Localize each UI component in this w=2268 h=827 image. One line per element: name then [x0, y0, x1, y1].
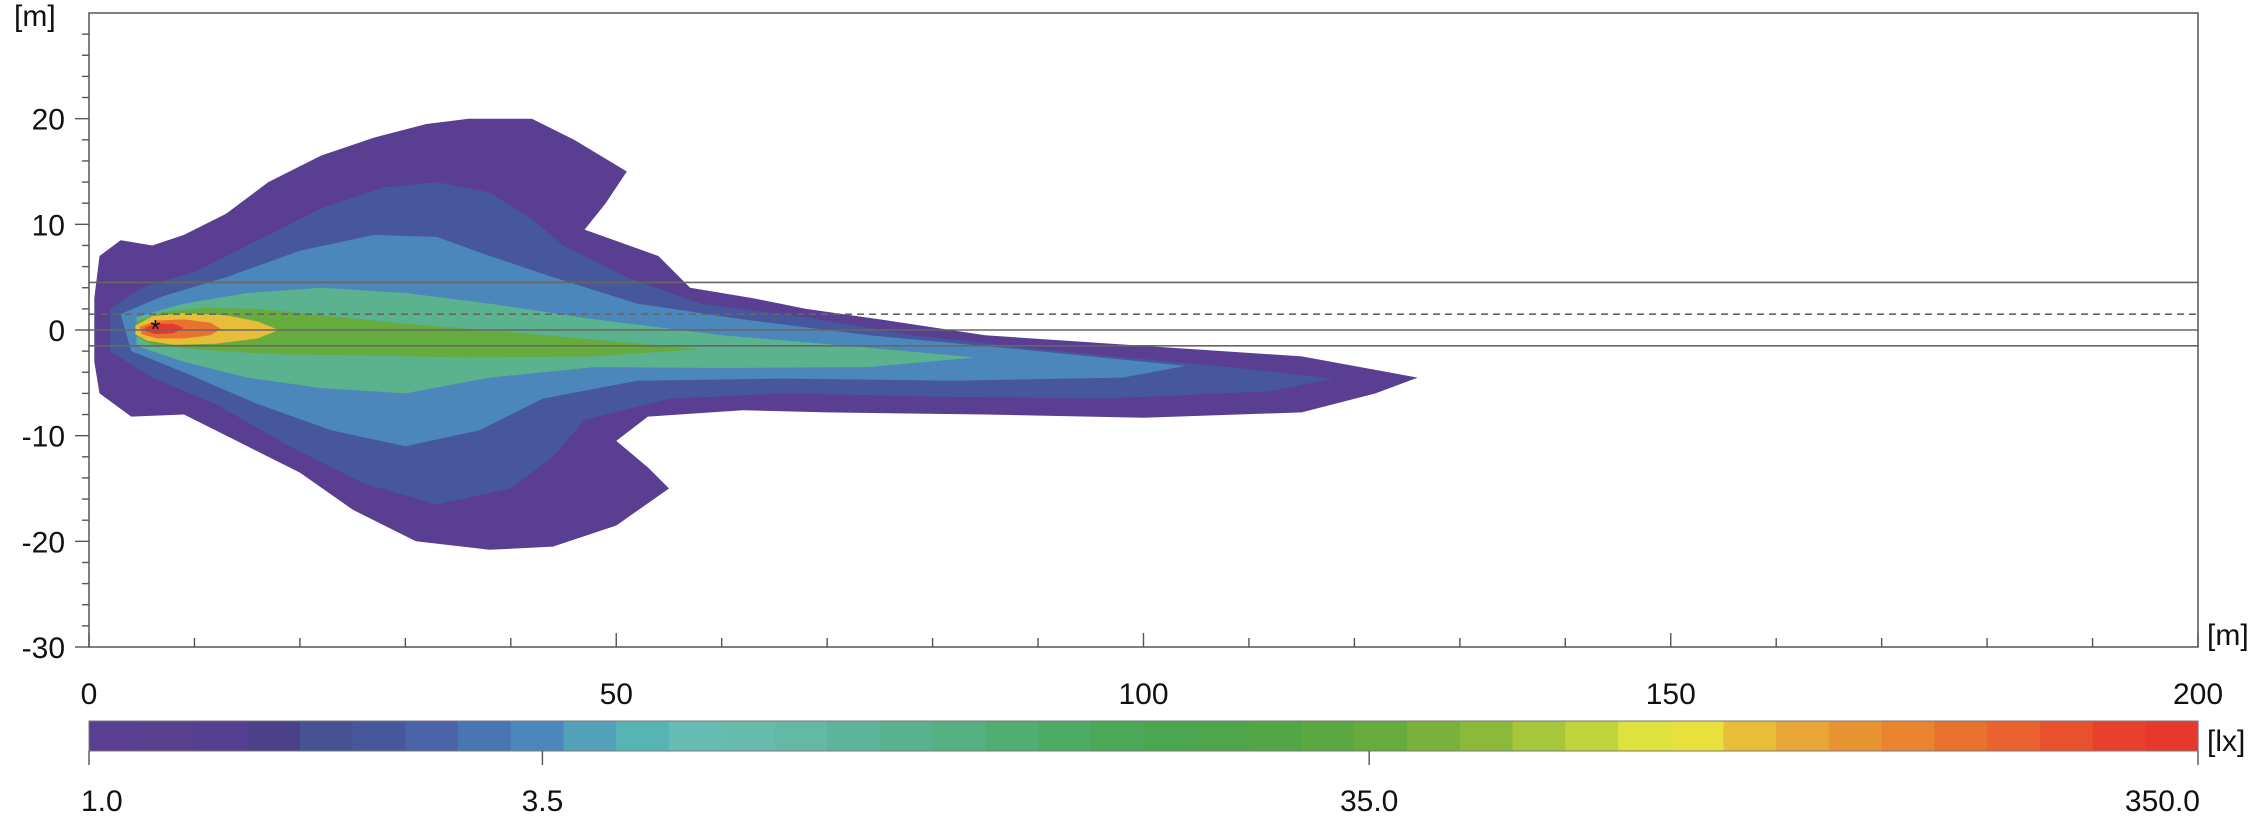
colorbar-swatch — [2145, 721, 2199, 751]
colorbar-swatch — [299, 721, 354, 751]
y-tick-label: 20 — [32, 104, 65, 137]
x-tick-label: 200 — [2173, 678, 2223, 711]
y-tick-label: -10 — [22, 421, 65, 454]
colorbar — [89, 721, 2199, 751]
reference-lines — [89, 281, 2198, 347]
colorbar-swatch — [1776, 721, 1830, 751]
colorbar-tick-label: 350.0 — [2125, 785, 2200, 818]
colorbar-swatch — [563, 721, 617, 751]
colorbar-swatch — [352, 721, 406, 751]
source-marker-layer: * — [150, 314, 160, 344]
colorbar-swatch — [458, 721, 512, 751]
colorbar-tick-label: 3.5 — [522, 785, 564, 818]
colorbar-swatch — [932, 721, 986, 751]
colorbar-swatch — [405, 721, 459, 751]
y-tick-label: -30 — [22, 632, 65, 665]
iso-band-350-lx — [144, 323, 184, 335]
colorbar-swatch — [721, 721, 776, 751]
colorbar-swatch — [827, 721, 881, 751]
colorbar-swatch — [1407, 721, 1461, 751]
colorbar-tick-label: 35.0 — [1340, 785, 1398, 818]
colorbar-swatch — [2039, 721, 2094, 751]
colorbar-swatch — [774, 721, 828, 751]
colorbar-swatch — [1248, 721, 1303, 751]
x-tick-label: 100 — [1118, 678, 1168, 711]
colorbar-swatch — [247, 721, 301, 751]
colorbar-swatch — [1881, 721, 1935, 751]
x-tick-label: 150 — [1646, 678, 1696, 711]
colorbar-swatch — [1354, 721, 1408, 751]
y-tick-label: -20 — [22, 526, 65, 559]
colorbar-swatch — [1459, 721, 1514, 751]
colorbar-swatch — [668, 721, 723, 751]
colorbar-swatch — [985, 721, 1039, 751]
colorbar-swatch — [1143, 721, 1197, 751]
colorbar-ticks: 1.0 3.5 35.0 350.0 — [81, 751, 2200, 818]
colorbar-swatch — [616, 721, 670, 751]
colorbar-swatch — [879, 721, 934, 751]
colorbar-swatch — [1618, 721, 1672, 751]
x-axis-unit-label: [m] — [2207, 619, 2249, 652]
colorbar-frame — [88, 720, 2199, 752]
colorbar-swatch — [1196, 721, 1250, 751]
colorbar-swatch — [1565, 721, 1619, 751]
y-axis-unit-label: [m] — [14, 0, 56, 33]
colorbar-swatch — [1934, 721, 1988, 751]
colorbar-swatch — [141, 721, 196, 751]
colorbar-swatch — [194, 721, 248, 751]
colorbar-swatch — [1987, 721, 2041, 751]
colorbar-swatch — [2092, 721, 2146, 751]
colorbar-unit-label: [lx] — [2207, 725, 2245, 758]
colorbar-swatch — [510, 721, 565, 751]
x-tick-label: 0 — [81, 678, 98, 711]
source-marker: * — [150, 314, 160, 344]
y-tick-label: 10 — [32, 209, 65, 242]
colorbar-swatch — [1723, 721, 1777, 751]
colorbar-swatch — [1090, 721, 1145, 751]
colorbar-swatch — [1670, 721, 1725, 751]
colorbar-swatch — [1828, 721, 1883, 751]
y-axis: 20 10 0 -10 -20 -30 — [22, 33, 89, 665]
colorbar-swatch — [89, 721, 143, 751]
colorbar-swatch — [1301, 721, 1355, 751]
x-tick-label: 50 — [600, 678, 633, 711]
colorbar-swatch — [1038, 721, 1092, 751]
y-tick-label: 0 — [48, 315, 65, 348]
colorbar-swatch — [1512, 721, 1566, 751]
illuminance-heatmap — [94, 118, 1418, 550]
colorbar-tick-label: 1.0 — [81, 785, 123, 818]
x-axis: 0 50 100 150 200 — [81, 633, 2223, 711]
